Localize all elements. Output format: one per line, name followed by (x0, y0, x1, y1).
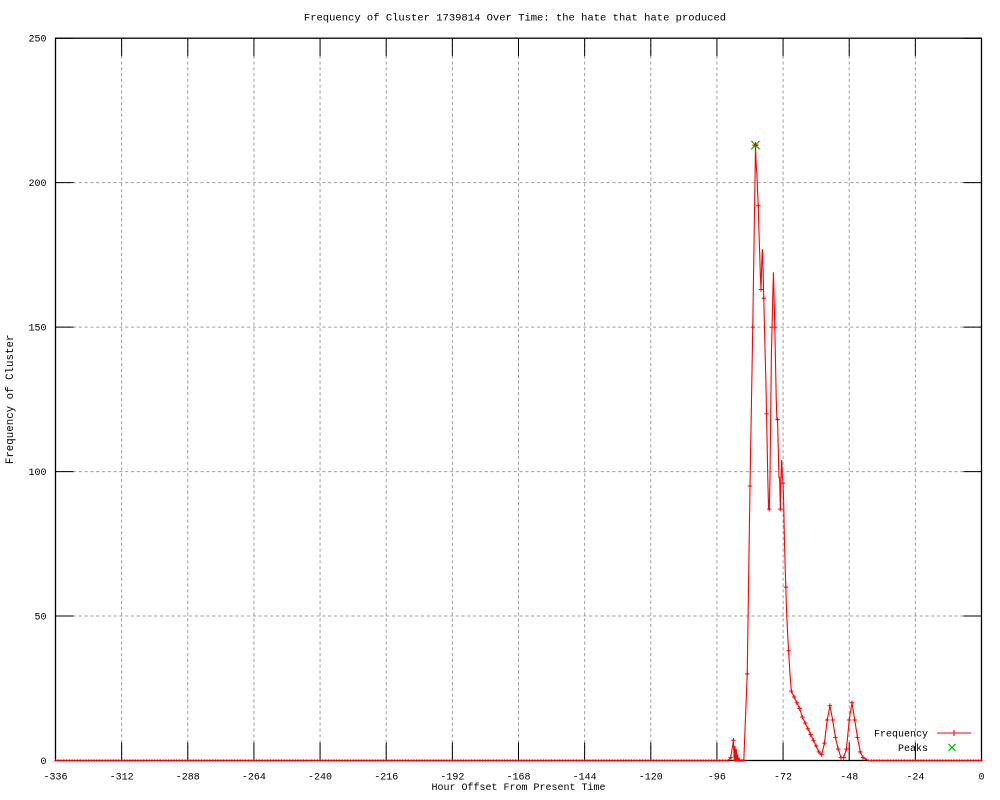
svg-text:0: 0 (40, 757, 46, 768)
svg-text:150: 150 (28, 323, 46, 334)
svg-text:250: 250 (28, 35, 46, 46)
svg-text:-48: -48 (840, 773, 858, 784)
svg-text:-144: -144 (573, 773, 597, 784)
svg-text:-288: -288 (176, 773, 200, 784)
svg-text:-120: -120 (639, 773, 663, 784)
svg-text:-96: -96 (708, 773, 726, 784)
svg-text:-168: -168 (506, 773, 530, 784)
svg-text:-336: -336 (43, 773, 67, 784)
svg-text:Frequency of Cluster: Frequency of Cluster (5, 335, 17, 465)
svg-text:50: 50 (34, 612, 46, 623)
svg-text:Frequency of Cluster 1739814 O: Frequency of Cluster 1739814 Over Time: … (304, 13, 726, 25)
svg-text:-240: -240 (308, 773, 332, 784)
svg-text:-24: -24 (906, 773, 924, 784)
svg-text:200: 200 (28, 179, 46, 190)
svg-text:Peaks: Peaks (898, 743, 928, 755)
svg-text:-312: -312 (110, 773, 134, 784)
svg-text:-192: -192 (440, 773, 464, 784)
svg-text:100: 100 (28, 468, 46, 479)
svg-text:-72: -72 (774, 773, 792, 784)
svg-text:-216: -216 (374, 773, 398, 784)
svg-text:Frequency: Frequency (874, 729, 928, 740)
svg-text:0: 0 (978, 773, 984, 784)
svg-text:-264: -264 (242, 773, 266, 784)
svg-text:Hour Offset From Present Time: Hour Offset From Present Time (431, 782, 605, 794)
